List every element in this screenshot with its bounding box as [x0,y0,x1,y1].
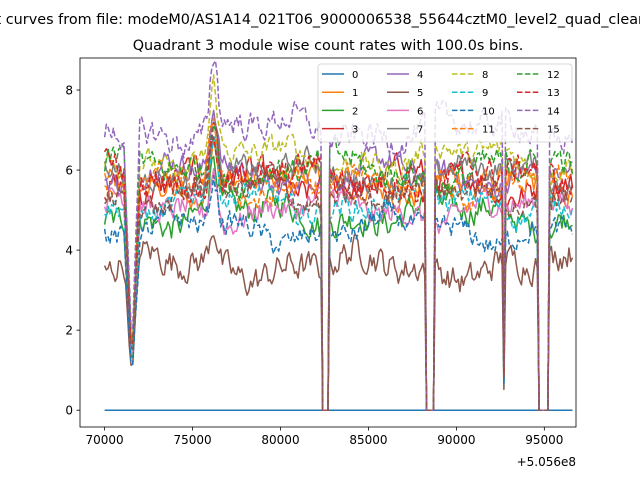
series-line-2 [103,155,573,411]
series-line-15 [104,121,574,411]
legend-label: 10 [482,106,495,117]
legend-label: 4 [417,70,423,81]
series-line-5 [103,234,574,411]
plot-frame [79,57,577,428]
series-line-8 [103,74,574,411]
legend-label: 11 [482,125,495,136]
y-tick-label: 0 [65,404,73,418]
legend-label: 1 [352,88,358,99]
suptitle: Light curves from file: modeM0/AS1A14_02… [0,12,640,28]
legend-label: 3 [352,125,358,136]
series-layer [103,59,574,411]
legend-label: 14 [547,106,560,117]
x-axis: 70000 75000 80000 85000 90000 95000 [86,427,563,447]
legend-label: 13 [547,88,560,99]
x-tick-label: 85000 [349,433,387,447]
series-line-9 [104,136,574,411]
x-offset-label: +5.056e8 [517,455,576,469]
series-line-12 [103,124,574,411]
y-tick-label: 2 [65,324,73,338]
legend-box [317,63,573,143]
x-tick-label: 95000 [525,433,563,447]
y-tick-label: 8 [65,84,73,98]
series-line-6 [103,167,574,411]
legend-label: 15 [547,125,560,136]
series-line-10 [103,174,574,411]
y-tick-label: 6 [65,164,73,178]
x-tick-label: 70000 [86,433,124,447]
legend-label: 9 [482,88,488,99]
legend-label: 7 [417,125,423,136]
series-line-7 [103,136,574,411]
legend-label: 12 [547,70,560,81]
y-tick-label: 4 [65,244,73,258]
chart-title: Quadrant 3 module wise count rates with … [133,38,524,54]
series-line-4 [104,109,573,411]
x-tick-label: 90000 [437,433,475,447]
legend-label: 2 [352,106,358,117]
legend-label: 8 [482,70,488,81]
legend-label: 6 [417,106,423,117]
legend-label: 0 [352,70,358,81]
x-tick-label: 75000 [173,433,211,447]
series-line-11 [104,117,574,411]
x-tick-label: 80000 [261,433,299,447]
legend-label: 5 [417,88,423,99]
y-axis: 0 2 4 6 8 [65,84,80,418]
